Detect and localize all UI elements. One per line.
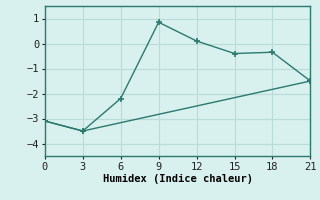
X-axis label: Humidex (Indice chaleur): Humidex (Indice chaleur) <box>103 174 252 184</box>
